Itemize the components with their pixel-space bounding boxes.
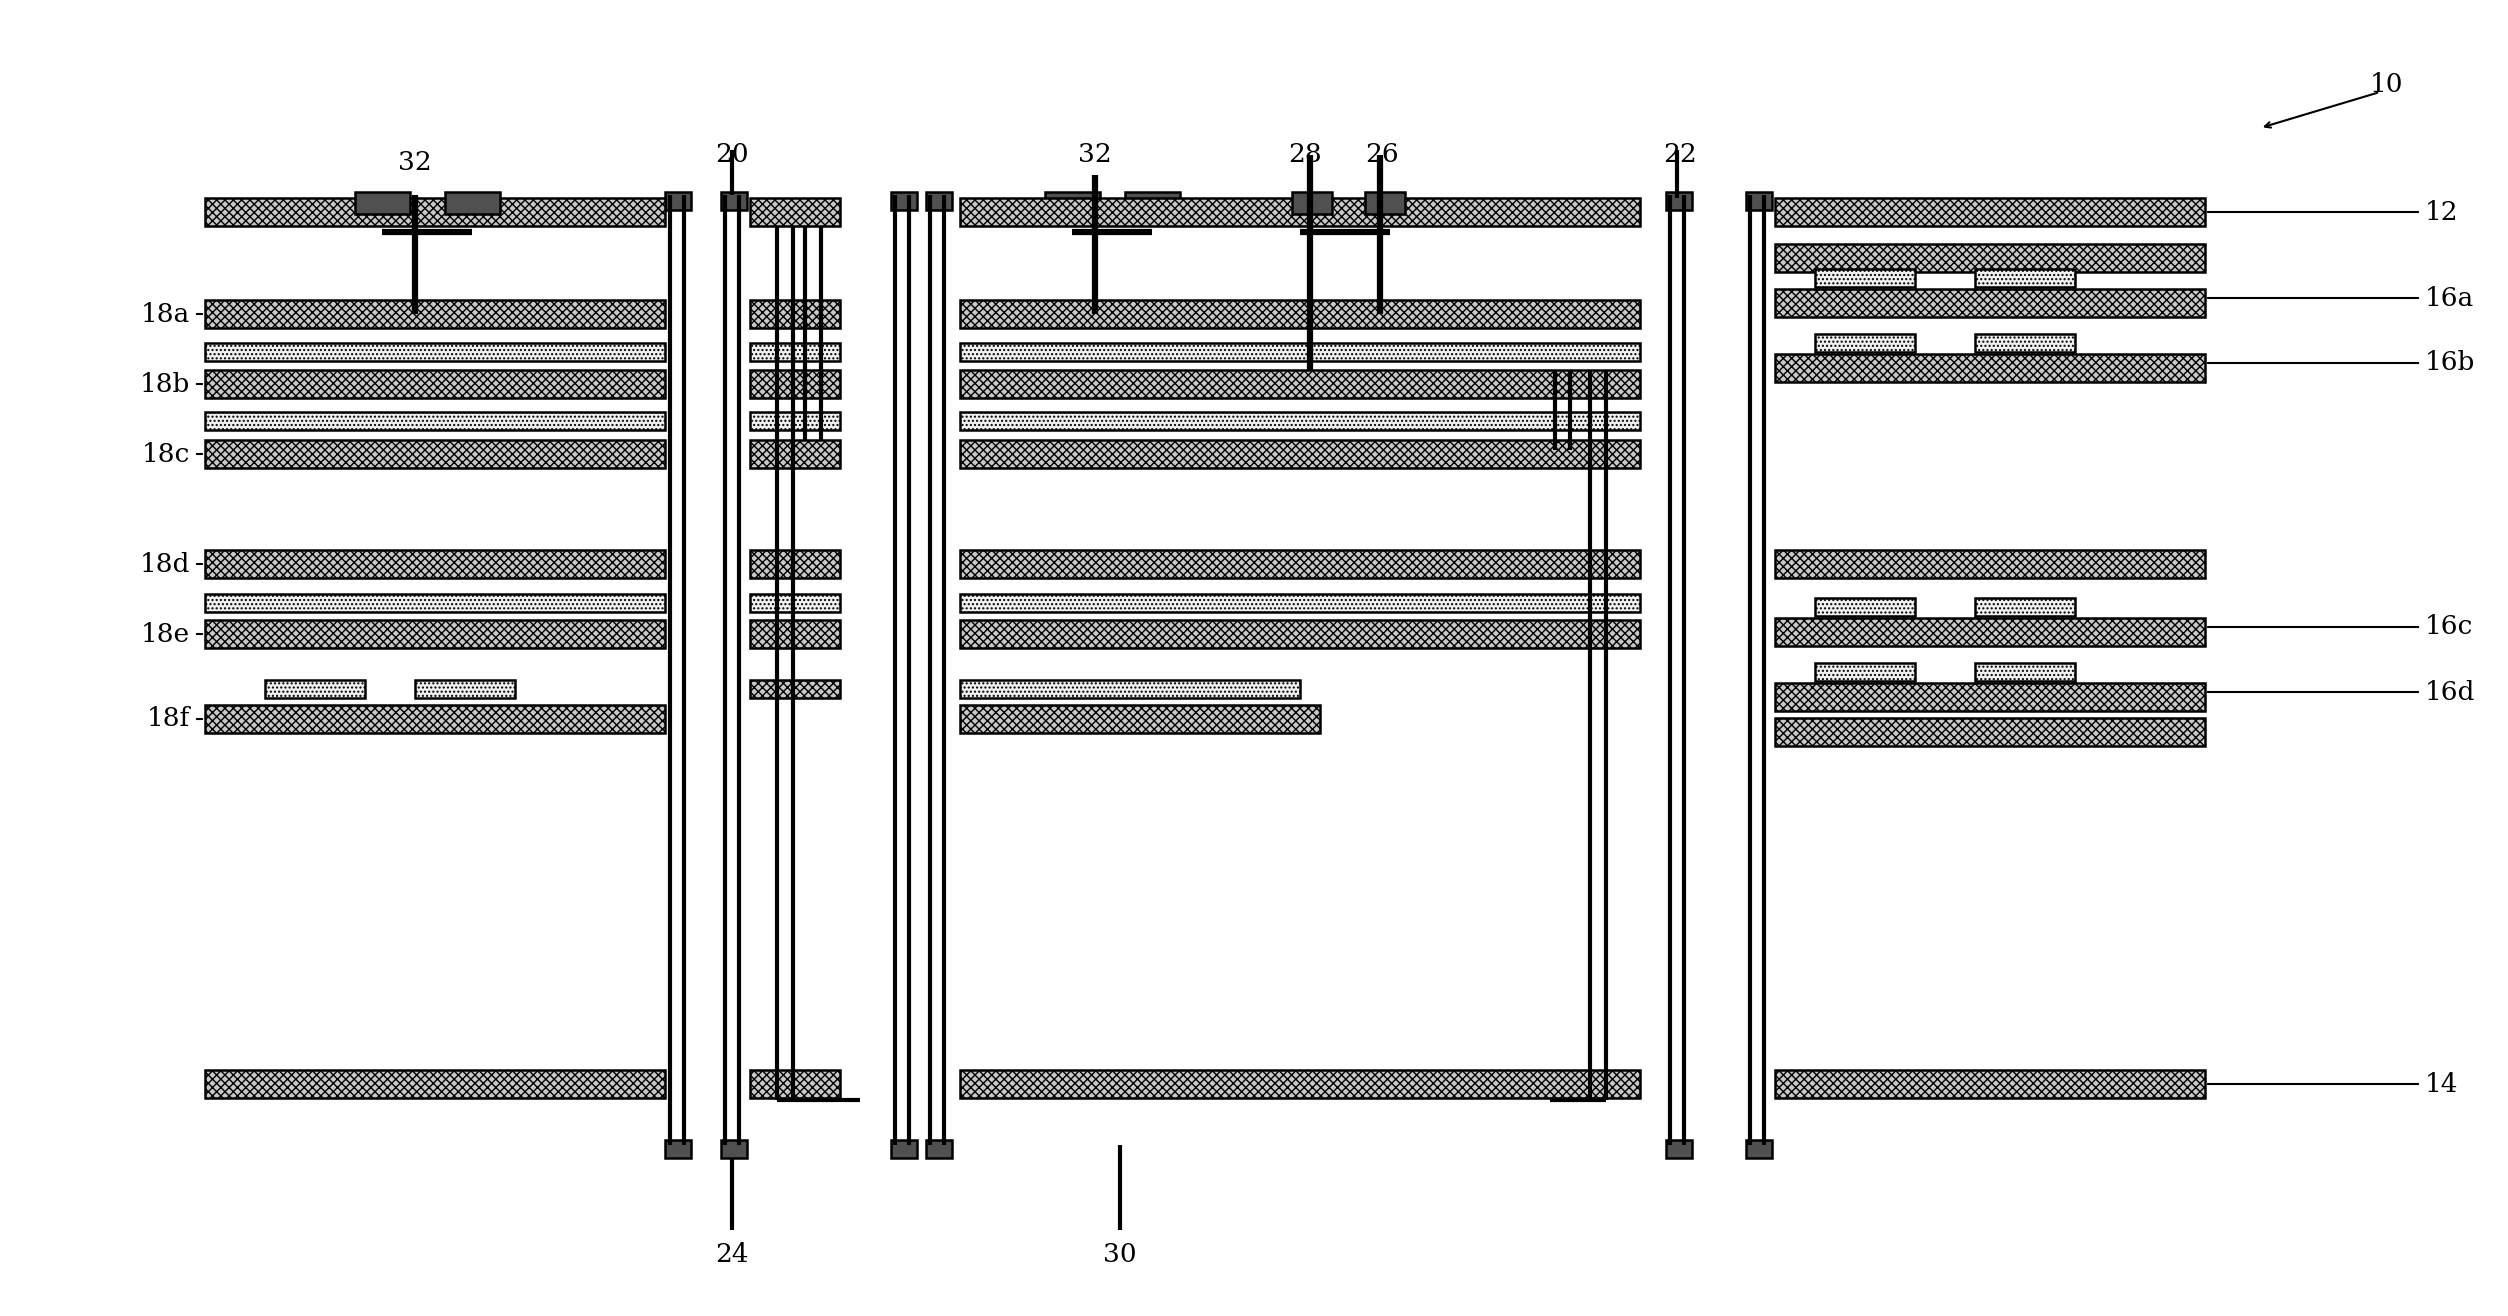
Bar bbox=[1776, 619, 2205, 646]
Bar bbox=[961, 550, 1640, 578]
Bar bbox=[1364, 192, 1404, 215]
Text: 10: 10 bbox=[2370, 72, 2403, 97]
Bar bbox=[1292, 192, 1332, 215]
Bar bbox=[206, 705, 665, 733]
Bar bbox=[1776, 197, 2205, 226]
Bar bbox=[206, 370, 665, 397]
Text: 16b: 16b bbox=[2425, 350, 2475, 375]
Text: 20: 20 bbox=[715, 142, 750, 167]
Bar bbox=[1974, 268, 2074, 287]
Bar bbox=[750, 680, 840, 697]
Bar bbox=[266, 680, 366, 697]
Bar bbox=[750, 370, 840, 397]
Bar bbox=[1974, 597, 2074, 616]
Bar bbox=[665, 1140, 692, 1158]
Bar bbox=[961, 440, 1640, 468]
Text: 18c: 18c bbox=[140, 441, 191, 466]
Bar bbox=[925, 192, 953, 211]
Bar bbox=[1776, 354, 2205, 382]
Bar bbox=[961, 705, 1319, 733]
Text: 16a: 16a bbox=[2425, 286, 2475, 311]
Bar bbox=[750, 594, 840, 612]
Bar bbox=[1126, 192, 1179, 215]
Text: 18e: 18e bbox=[140, 621, 191, 646]
Bar bbox=[1776, 290, 2205, 317]
Bar bbox=[206, 412, 665, 430]
Bar bbox=[1816, 268, 1916, 287]
Bar bbox=[961, 1070, 1640, 1098]
Bar bbox=[890, 1140, 918, 1158]
Text: 32: 32 bbox=[1078, 142, 1111, 167]
Bar bbox=[961, 594, 1640, 612]
Bar bbox=[1776, 719, 2205, 746]
Bar bbox=[1746, 192, 1773, 211]
Bar bbox=[750, 197, 840, 226]
Bar bbox=[444, 192, 499, 215]
Bar bbox=[961, 412, 1640, 430]
Bar bbox=[750, 1070, 840, 1098]
Text: 28: 28 bbox=[1289, 142, 1322, 167]
Bar bbox=[206, 440, 665, 468]
Bar bbox=[206, 550, 665, 578]
Bar bbox=[750, 550, 840, 578]
Bar bbox=[750, 440, 840, 468]
Bar bbox=[961, 300, 1640, 328]
Text: 18f: 18f bbox=[148, 707, 191, 732]
Bar bbox=[720, 1140, 747, 1158]
Bar bbox=[1816, 663, 1916, 680]
Bar bbox=[961, 680, 1299, 697]
Text: 18d: 18d bbox=[140, 551, 191, 576]
Bar bbox=[961, 343, 1640, 361]
Bar bbox=[1665, 192, 1693, 211]
Bar bbox=[206, 197, 665, 226]
Bar bbox=[1974, 334, 2074, 351]
Bar bbox=[890, 192, 918, 211]
Text: 18b: 18b bbox=[140, 371, 191, 396]
Bar bbox=[1816, 597, 1916, 616]
Bar bbox=[665, 192, 692, 211]
Bar bbox=[750, 412, 840, 430]
Bar bbox=[750, 343, 840, 361]
Text: 26: 26 bbox=[1364, 142, 1399, 167]
Bar bbox=[206, 300, 665, 328]
Text: 24: 24 bbox=[715, 1242, 750, 1267]
Bar bbox=[206, 1070, 665, 1098]
Bar bbox=[961, 370, 1640, 397]
Text: 16c: 16c bbox=[2425, 615, 2473, 640]
Bar bbox=[925, 1140, 953, 1158]
Text: 30: 30 bbox=[1104, 1242, 1136, 1267]
Bar bbox=[750, 620, 840, 647]
Text: 22: 22 bbox=[1663, 142, 1698, 167]
Bar bbox=[1776, 683, 2205, 711]
Bar bbox=[206, 343, 665, 361]
Bar bbox=[1665, 1140, 1693, 1158]
Text: 32: 32 bbox=[399, 150, 431, 175]
Text: 18a: 18a bbox=[140, 301, 191, 326]
Text: 12: 12 bbox=[2425, 200, 2458, 225]
Text: 14: 14 bbox=[2425, 1071, 2458, 1096]
Bar bbox=[206, 620, 665, 647]
Bar bbox=[1776, 550, 2205, 578]
Bar bbox=[1746, 1140, 1773, 1158]
Text: 16d: 16d bbox=[2425, 679, 2475, 704]
Bar bbox=[1776, 243, 2205, 272]
Bar bbox=[961, 197, 1640, 226]
Bar bbox=[414, 680, 514, 697]
Bar bbox=[1046, 192, 1101, 215]
Bar bbox=[1776, 1070, 2205, 1098]
Bar bbox=[1974, 663, 2074, 680]
Bar bbox=[356, 192, 409, 215]
Bar bbox=[1816, 334, 1916, 351]
Bar bbox=[720, 192, 747, 211]
Bar bbox=[750, 300, 840, 328]
Bar bbox=[206, 594, 665, 612]
Bar bbox=[961, 620, 1640, 647]
